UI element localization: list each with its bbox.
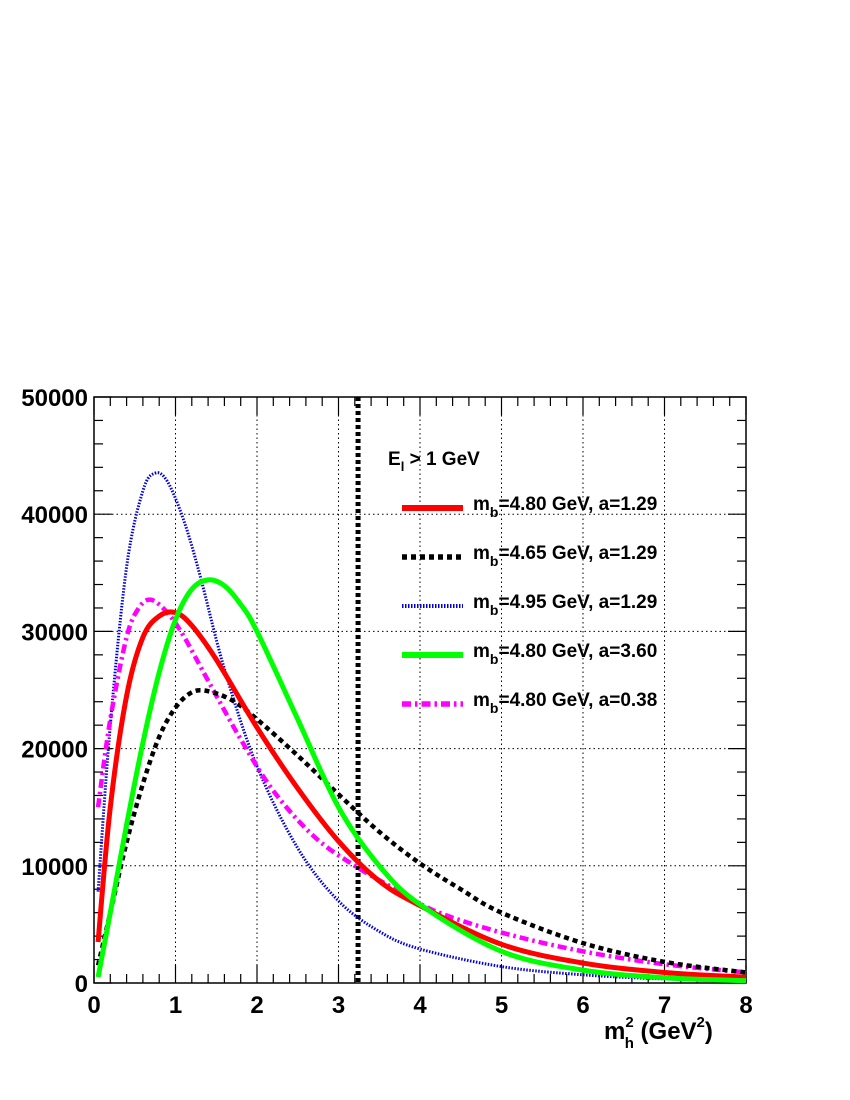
x-axis-title: m2 h (GeV2) <box>604 1014 713 1052</box>
x-tick-label: 0 <box>87 992 100 1019</box>
series-line-5 <box>95 597 747 975</box>
axis-labels: 0 1 2 3 4 5 6 7 8 0 10000 20000 30000 40000 50000 <box>21 385 752 1019</box>
x-axis-title-unit-sup: 2 <box>697 1014 705 1031</box>
legend-label-5: mb=4.80 GeV, a=0.38 <box>473 690 657 716</box>
series-line-1 <box>95 609 747 980</box>
legend-label-2: mb=4.65 GeV, a=1.29 <box>473 543 657 569</box>
legend: El > 1 GeV mb=4.80 GeV, a=1.29 mb=4.65 GeV… <box>388 449 657 716</box>
x-axis-title-sup: 2 <box>625 1014 633 1031</box>
x-axis-title-sub: h <box>625 1035 634 1052</box>
series-lines <box>95 471 747 984</box>
series-line-2 <box>95 687 747 975</box>
grid <box>94 397 746 983</box>
legend-title: El > 1 GeV <box>388 449 480 474</box>
x-tick-label: 6 <box>576 992 589 1019</box>
y-tick-label: 50000 <box>21 385 88 412</box>
x-tick-label: 2 <box>250 992 263 1019</box>
legend-label-4: mb=4.80 GeV, a=3.60 <box>473 641 657 667</box>
x-tick-label: 5 <box>495 992 508 1019</box>
y-tick-label: 30000 <box>21 619 88 646</box>
y-tick-label: 10000 <box>21 854 88 881</box>
x-tick-label: 1 <box>169 992 182 1019</box>
y-tick-label: 40000 <box>21 502 88 529</box>
x-tick-label: 3 <box>332 992 345 1019</box>
axis-ticks <box>93 396 747 984</box>
x-tick-label: 7 <box>658 992 671 1019</box>
legend-label-1: mb=4.80 GeV, a=1.29 <box>473 494 657 520</box>
series-line-4 <box>95 577 747 984</box>
x-axis-title-unit: (GeV <box>634 1018 697 1045</box>
x-axis-title-base: m <box>604 1018 625 1045</box>
y-tick-label: 0 <box>75 971 88 998</box>
x-tick-label: 8 <box>739 992 752 1019</box>
x-tick-label: 4 <box>413 992 427 1019</box>
x-axis-title-unit-close: ) <box>705 1018 713 1045</box>
y-tick-label: 20000 <box>21 737 88 764</box>
legend-label-3: mb=4.95 GeV, a=1.29 <box>473 592 657 618</box>
